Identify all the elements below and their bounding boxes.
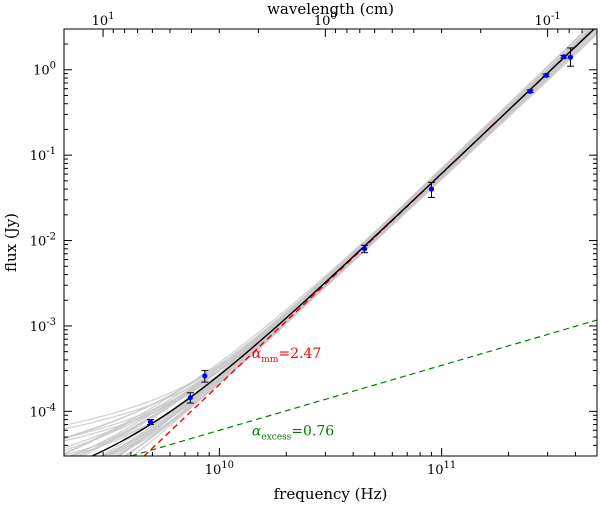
tick-exponent: -1: [551, 11, 561, 22]
plot-frame: [63, 28, 598, 457]
y-tick-label: 100: [33, 61, 56, 79]
y-tick-label: 10-4: [30, 402, 56, 420]
data-point: [560, 54, 568, 60]
tick-base: 10: [30, 405, 47, 420]
y-tick-label: 10-1: [30, 146, 56, 164]
data-point: [427, 181, 435, 198]
tick-base: 10: [30, 320, 47, 335]
model-curve: [77, 29, 594, 456]
tick-base: 10: [33, 64, 50, 79]
model-curve: [68, 29, 596, 456]
model-curve: [64, 29, 592, 440]
x2-tick-label: 101: [92, 11, 115, 29]
model-curve: [64, 29, 597, 430]
x2-tick-label: 100: [314, 11, 337, 29]
data-marker: [527, 88, 533, 94]
tick-base: 10: [30, 149, 47, 164]
model-curve: [64, 29, 588, 439]
data-marker: [187, 394, 193, 401]
tick-base: 10: [205, 463, 222, 478]
model-curve: [64, 29, 597, 426]
model-curve: [122, 29, 592, 456]
y-axis-label: flux (Jy): [2, 213, 20, 272]
tick-exponent: 11: [444, 460, 457, 471]
annotation-subscript: mm: [261, 355, 279, 365]
alpha-mm-annotation: αmm=2.47: [252, 346, 321, 365]
data-point: [567, 47, 575, 67]
model-curve: [72, 29, 592, 456]
annotation-subscript: excess: [261, 433, 291, 443]
x2-tick-label: 10-1: [534, 11, 560, 29]
data-marker: [561, 54, 567, 60]
x2-axis-label: wavelength (cm): [267, 0, 394, 18]
data-point: [361, 244, 369, 254]
data-marker: [428, 186, 435, 192]
model-curve: [67, 29, 593, 456]
excess-component-line: [129, 319, 597, 456]
tick-base: 10: [314, 14, 331, 29]
data-marker: [147, 419, 154, 425]
model-curve: [106, 29, 594, 456]
tick-exponent: 1: [108, 11, 114, 22]
tick-base: 10: [30, 235, 47, 250]
data-point: [526, 88, 534, 94]
annotation-symbol: α: [252, 346, 262, 362]
data-point: [186, 392, 194, 404]
model-curve: [75, 29, 592, 456]
model-curve: [64, 29, 597, 456]
model-curve: [64, 31, 597, 442]
x-axis-label: frequency (Hz): [274, 485, 388, 503]
data-point: [542, 72, 550, 78]
data-marker: [567, 54, 574, 60]
data-point: [147, 419, 155, 426]
annotation-symbol: α: [252, 424, 262, 440]
tick-base: 10: [427, 463, 444, 478]
data-marker: [361, 246, 368, 252]
x-tick-label: 1010: [205, 460, 234, 478]
y-tick-label: 10-3: [30, 317, 56, 335]
annotation-value: =0.76: [291, 424, 334, 440]
tick-exponent: -2: [46, 232, 56, 243]
data-marker: [543, 72, 549, 78]
model-curve: [103, 29, 597, 456]
tick-exponent: 0: [50, 61, 56, 72]
data-marker: [202, 373, 208, 379]
tick-base: 10: [92, 14, 109, 29]
model-curve: [117, 29, 588, 456]
tick-base: 10: [534, 14, 551, 29]
model-curve: [64, 29, 596, 455]
model-curve: [82, 29, 597, 456]
y-tick-label: 10-2: [30, 232, 56, 250]
tick-exponent: -4: [46, 402, 56, 413]
x-tick-label: 1011: [427, 460, 456, 478]
alpha-excess-annotation: αexcess=0.76: [252, 424, 334, 443]
best-fit-line: [90, 29, 596, 456]
annotation-value: =2.47: [278, 346, 321, 362]
data-point: [201, 370, 209, 383]
model-curve: [64, 29, 591, 449]
model-curve: [64, 31, 597, 452]
model-curve: [107, 29, 595, 456]
model-curve: [64, 29, 588, 439]
tick-exponent: -3: [46, 317, 56, 328]
tick-exponent: 10: [221, 460, 234, 471]
tick-exponent: -1: [46, 146, 56, 157]
tick-exponent: 0: [330, 11, 336, 22]
